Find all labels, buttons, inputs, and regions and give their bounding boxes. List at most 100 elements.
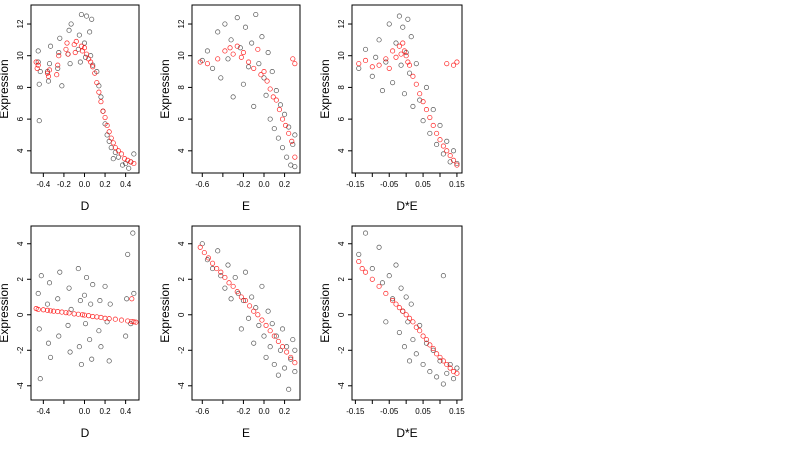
- x-tick-label: -0.05: [380, 180, 399, 189]
- series-observed: [199, 241, 298, 392]
- fitted-point: [204, 61, 210, 67]
- observed-point: [408, 301, 414, 307]
- fitted-point: [125, 318, 131, 324]
- x-tick-label: -0.6: [195, 407, 209, 416]
- observed-point: [413, 61, 419, 67]
- y-tick-label: 8: [16, 85, 25, 90]
- fitted-point: [242, 298, 249, 304]
- observed-point: [225, 262, 231, 268]
- observed-point: [369, 266, 375, 272]
- observed-point: [292, 132, 298, 138]
- fitted-point: [115, 148, 121, 154]
- fitted-point: [259, 317, 265, 323]
- observed-point: [68, 21, 74, 27]
- observed-point: [78, 361, 84, 368]
- fitted-point: [410, 319, 416, 325]
- observed-point: [286, 124, 292, 130]
- x-axis-label: E: [242, 426, 250, 440]
- fitted-point: [83, 51, 90, 57]
- panel-bottom-middle: -0.6 -0.2 0.0 0.2 -4 -2 0 2 4 E Expression: [158, 225, 301, 440]
- fitted-point: [362, 57, 369, 64]
- y-tick-label: 4: [337, 241, 346, 246]
- observed-point: [271, 361, 277, 368]
- observed-point: [393, 262, 399, 268]
- x-axis-label: D*E: [396, 426, 417, 440]
- fitted-point: [118, 317, 125, 323]
- fitted-point: [71, 42, 77, 48]
- fitted-point: [454, 162, 460, 168]
- observed-point: [434, 374, 440, 380]
- observed-point: [204, 48, 210, 54]
- observed-point: [263, 92, 269, 98]
- observed-point: [434, 141, 440, 148]
- fitted-point: [396, 305, 402, 311]
- fitted-point: [34, 65, 40, 71]
- fitted-point: [292, 154, 298, 160]
- fitted-point: [131, 319, 137, 325]
- fitted-point: [383, 290, 389, 297]
- observed-point: [396, 13, 402, 19]
- observed-point: [454, 365, 460, 371]
- fitted-point: [94, 314, 100, 320]
- fitted-point: [201, 250, 207, 256]
- fitted-point: [450, 157, 457, 163]
- plot-frame: [351, 4, 463, 174]
- observed-point: [275, 135, 281, 141]
- fitted-point: [63, 310, 69, 316]
- fitted-point: [75, 311, 81, 317]
- observed-point: [267, 344, 273, 350]
- fitted-point: [108, 135, 114, 141]
- y-tick-label: 12: [16, 19, 25, 28]
- x-tick-label: 0.2: [279, 407, 291, 416]
- observed-point: [427, 369, 433, 375]
- observed-point: [115, 154, 121, 160]
- fitted-point: [51, 308, 57, 314]
- fitted-point: [263, 322, 269, 328]
- plot-frame: [351, 225, 463, 401]
- y-tick-label: 2: [16, 276, 25, 281]
- observed-point: [288, 162, 294, 168]
- y-tick-label: 4: [16, 241, 25, 246]
- x-tick-label: -0.15: [346, 407, 365, 416]
- observed-point: [37, 69, 43, 75]
- observed-point: [263, 354, 269, 360]
- fitted-point: [423, 337, 430, 343]
- fitted-point: [413, 81, 419, 87]
- observed-point: [447, 361, 453, 368]
- y-tick-label: -4: [177, 382, 186, 390]
- fitted-point: [65, 51, 71, 57]
- observed-point: [75, 266, 81, 272]
- fitted-point: [393, 301, 399, 307]
- fitted-point: [46, 67, 53, 73]
- y-axis-label: Expression: [0, 59, 11, 118]
- observed-point: [228, 37, 234, 43]
- fitted-point: [64, 40, 70, 46]
- y-tick-label: 4: [16, 148, 25, 153]
- y-tick-label: 10: [337, 51, 346, 60]
- observed-point: [267, 116, 273, 122]
- fitted-point: [102, 315, 108, 321]
- fitted-point: [434, 130, 440, 136]
- fitted-point: [197, 244, 203, 250]
- observed-point: [57, 269, 63, 275]
- observed-point: [56, 49, 62, 56]
- fitted-point: [444, 61, 450, 67]
- fitted-point: [440, 143, 446, 149]
- observed-point: [420, 118, 426, 124]
- fitted-point: [94, 80, 100, 86]
- series-fitted: [33, 296, 139, 325]
- y-tick-label: -4: [337, 382, 346, 390]
- y-axis-label: Expression: [0, 283, 11, 342]
- fitted-point: [92, 70, 98, 76]
- observed-point: [44, 301, 51, 307]
- fitted-point: [226, 280, 232, 286]
- y-tick-label: 8: [337, 85, 346, 90]
- fitted-point: [54, 72, 60, 78]
- fitted-point: [444, 361, 450, 368]
- fitted-point: [35, 62, 41, 68]
- fitted-point: [44, 307, 51, 313]
- observed-point: [55, 296, 61, 302]
- fitted-point: [284, 349, 290, 355]
- plot-frame: [30, 4, 140, 174]
- observed-point: [240, 81, 246, 87]
